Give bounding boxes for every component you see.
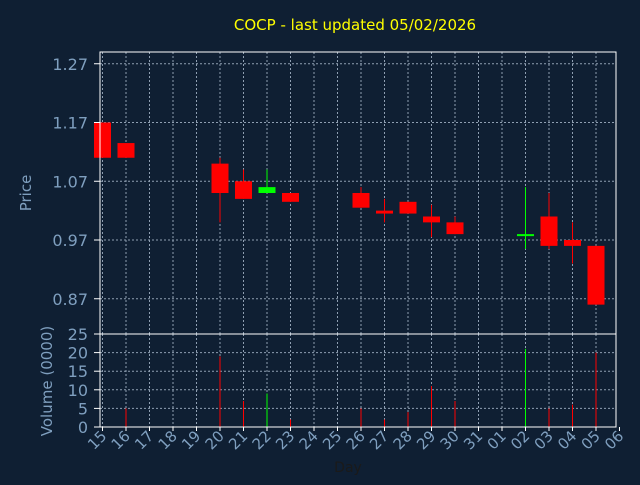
candle-body xyxy=(235,181,252,199)
candle-body xyxy=(423,216,440,223)
volume-tick-label: 20 xyxy=(68,344,88,363)
volume-axis-label: Volume (0000) xyxy=(38,326,56,436)
price-tick-labels: 1.27 1.17 1.07 0.97 0.87 xyxy=(52,55,100,309)
price-tick-label: 1.17 xyxy=(52,114,88,133)
candle-body xyxy=(564,240,581,246)
chart-title: COCP - last updated 05/02/2026 xyxy=(234,16,476,34)
volume-panel-frame xyxy=(99,333,617,428)
volume-bars xyxy=(125,348,597,427)
candle-body xyxy=(376,210,393,214)
candle-body xyxy=(587,245,605,305)
price-axis-label: Price xyxy=(17,175,35,212)
volume-tick-label: 25 xyxy=(68,325,88,344)
x-axis-label: Day xyxy=(334,460,362,476)
volume-tick-label: 10 xyxy=(68,381,88,400)
candle-body xyxy=(517,234,534,237)
candle-body xyxy=(352,193,370,208)
candle-body xyxy=(282,193,299,202)
candle-body xyxy=(94,122,111,158)
candle-body xyxy=(117,143,135,158)
candle-body xyxy=(540,216,558,246)
candle-body xyxy=(399,201,417,214)
volume-tick-label: 0 xyxy=(78,418,88,437)
price-tick-label: 1.27 xyxy=(52,55,88,74)
volume-tick-label: 5 xyxy=(78,399,88,418)
price-tick-label: 1.07 xyxy=(52,172,88,191)
candles xyxy=(94,122,605,305)
candle-body xyxy=(446,222,464,235)
candle-body xyxy=(258,187,276,193)
volume-tick-label: 15 xyxy=(68,362,88,381)
x-tick-labels: 1516171819202122232425262728293031010203… xyxy=(84,427,627,453)
price-tick-label: 0.97 xyxy=(52,231,88,250)
price-tick-label: 0.87 xyxy=(52,290,88,309)
candle-body xyxy=(211,163,229,193)
